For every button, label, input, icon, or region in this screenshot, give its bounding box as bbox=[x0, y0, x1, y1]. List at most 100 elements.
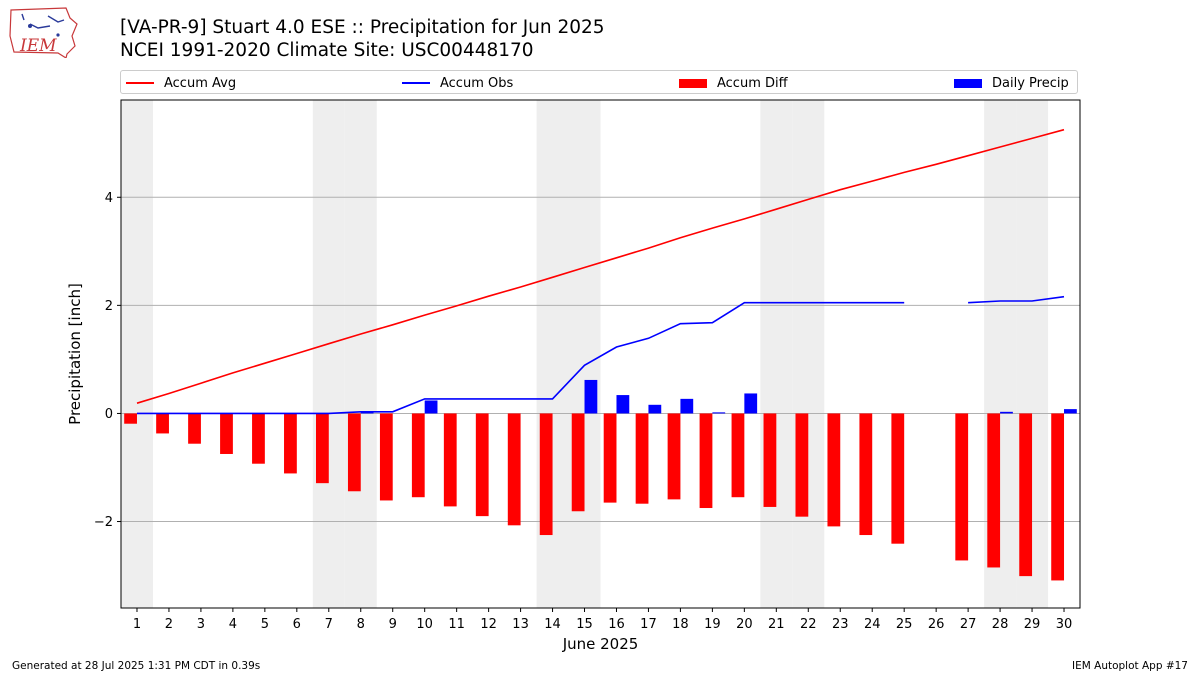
accum-diff-bar-day-20 bbox=[731, 413, 745, 498]
daily-precip-bar-day-30 bbox=[1064, 409, 1077, 414]
accum-diff-bar-day-4 bbox=[220, 413, 233, 454]
accum-diff-bar-day-16 bbox=[603, 413, 617, 503]
chart-subtitle: NCEI 1991-2020 Climate Site: USC00448170 bbox=[120, 40, 534, 61]
x-tick-label-11: 11 bbox=[448, 617, 465, 632]
x-tick-label-12: 12 bbox=[480, 617, 497, 632]
accum-diff-bar-day-5 bbox=[252, 413, 265, 464]
legend-swatch-accum-obs bbox=[402, 82, 430, 84]
y-tick-label-2: 2 bbox=[105, 299, 113, 314]
chart-title: [VA-PR-9] Stuart 4.0 ESE :: Precipitatio… bbox=[120, 17, 605, 38]
weekend-shade-21 bbox=[760, 100, 793, 608]
legend-item-daily-precip: Daily Precip bbox=[954, 74, 1069, 92]
x-tick-label-4: 4 bbox=[229, 617, 237, 632]
legend-label-accum-diff: Accum Diff bbox=[717, 75, 788, 91]
x-tick-label-13: 13 bbox=[512, 617, 529, 632]
daily-precip-bar-day-15 bbox=[584, 379, 598, 414]
accum-obs-line-segment-1 bbox=[968, 295, 1065, 304]
x-tick-label-3: 3 bbox=[197, 617, 205, 632]
generated-footer: Generated at 28 Jul 2025 1:31 PM CDT in … bbox=[12, 660, 261, 672]
x-tick-label-24: 24 bbox=[864, 617, 881, 632]
x-tick-label-29: 29 bbox=[1024, 617, 1041, 632]
accum-diff-bar-day-27 bbox=[955, 413, 969, 561]
x-tick-label-27: 27 bbox=[960, 617, 977, 632]
accum-diff-bar-day-23 bbox=[827, 413, 841, 527]
daily-precip-bar-day-19 bbox=[712, 412, 726, 414]
daily-precip-bar-day-28 bbox=[1000, 411, 1013, 414]
legend-swatch-accum-avg bbox=[126, 82, 154, 84]
x-tick-label-28: 28 bbox=[992, 617, 1009, 632]
weekend-shade-1 bbox=[121, 100, 153, 608]
legend-label-accum-avg: Accum Avg bbox=[164, 75, 237, 91]
y-tick-label-0: 0 bbox=[105, 407, 113, 422]
daily-precip-bar-day-10 bbox=[424, 400, 438, 414]
y-tick-label--2: −2 bbox=[94, 515, 113, 530]
app-footer: IEM Autoplot App #17 bbox=[1072, 660, 1188, 672]
x-tick-label-23: 23 bbox=[832, 617, 849, 632]
daily-precip-bar-day-17 bbox=[648, 404, 662, 414]
x-tick-label-25: 25 bbox=[896, 617, 913, 632]
iem-logo: IEM bbox=[9, 7, 78, 58]
accum-diff-bar-day-13 bbox=[507, 413, 521, 526]
x-tick-label-14: 14 bbox=[544, 617, 561, 632]
x-tick-label-8: 8 bbox=[357, 617, 365, 632]
accum-diff-bar-day-25 bbox=[891, 413, 905, 544]
legend-label-accum-obs: Accum Obs bbox=[440, 75, 514, 91]
legend-swatch-accum-diff bbox=[679, 78, 707, 88]
x-tick-label-20: 20 bbox=[736, 617, 753, 632]
accum-diff-bar-day-12 bbox=[475, 413, 489, 517]
x-tick-label-17: 17 bbox=[640, 617, 657, 632]
daily-precip-bar-day-20 bbox=[744, 393, 758, 414]
weekend-shade-15 bbox=[568, 100, 601, 608]
daily-precip-bar-day-18 bbox=[680, 398, 694, 414]
x-tick-label-30: 30 bbox=[1056, 617, 1073, 632]
accum-diff-bar-day-18 bbox=[667, 413, 681, 500]
legend-label-daily-precip: Daily Precip bbox=[992, 75, 1069, 91]
x-tick-label-26: 26 bbox=[928, 617, 945, 632]
y-axis-label: Precipitation [inch] bbox=[66, 283, 84, 425]
accum-avg-line-segment-0 bbox=[136, 128, 1065, 404]
x-tick-label-19: 19 bbox=[704, 617, 721, 632]
x-tick-label-21: 21 bbox=[768, 617, 785, 632]
x-tick-label-16: 16 bbox=[608, 617, 625, 632]
x-tick-label-10: 10 bbox=[416, 617, 433, 632]
weekend-shade-22 bbox=[792, 100, 825, 608]
x-tick-label-1: 1 bbox=[133, 617, 141, 632]
accum-diff-bar-day-17 bbox=[635, 413, 649, 504]
accum-diff-bar-day-28 bbox=[987, 413, 1001, 568]
legend-item-accum-diff: Accum Diff bbox=[679, 74, 788, 92]
legend-item-accum-obs: Accum Obs bbox=[402, 74, 513, 92]
logo-text: IEM bbox=[19, 36, 57, 56]
x-tick-label-6: 6 bbox=[293, 617, 301, 632]
accum-diff-bar-day-10 bbox=[411, 413, 425, 498]
x-tick-label-15: 15 bbox=[576, 617, 593, 632]
weekend-shade-7 bbox=[312, 100, 345, 608]
weekend-shade-8 bbox=[344, 100, 377, 608]
accum-diff-bar-day-2 bbox=[156, 413, 169, 434]
y-tick-label-4: 4 bbox=[105, 191, 113, 206]
accum-diff-bar-day-30 bbox=[1051, 413, 1065, 581]
accum-diff-bar-day-3 bbox=[188, 413, 201, 444]
x-tick-label-5: 5 bbox=[261, 617, 269, 632]
daily-precip-bar-day-16 bbox=[616, 395, 630, 414]
x-tick-label-18: 18 bbox=[672, 617, 689, 632]
x-tick-label-2: 2 bbox=[165, 617, 173, 632]
x-tick-label-7: 7 bbox=[325, 617, 333, 632]
accum-diff-bar-day-9 bbox=[379, 413, 393, 501]
accum-diff-bar-day-24 bbox=[859, 413, 873, 536]
accum-diff-bar-day-6 bbox=[284, 413, 297, 474]
plot-frame bbox=[120, 99, 1081, 609]
x-tick-label-22: 22 bbox=[800, 617, 817, 632]
legend-swatch-daily-precip bbox=[954, 78, 982, 88]
x-axis-label: June 2025 bbox=[562, 635, 639, 653]
accum-diff-bar-day-14 bbox=[539, 413, 553, 536]
daily-precip-bar-day-8 bbox=[360, 412, 374, 414]
legend: Accum Avg Accum Obs Accum Diff Daily Pre… bbox=[120, 70, 1078, 94]
accum-obs-line-segment-0 bbox=[137, 301, 905, 415]
accum-diff-bar-day-29 bbox=[1019, 413, 1033, 577]
accum-diff-bar-day-21 bbox=[763, 413, 777, 507]
x-tick-label-9: 9 bbox=[389, 617, 397, 632]
accum-diff-bar-day-11 bbox=[443, 413, 457, 507]
accum-diff-bar-day-7 bbox=[315, 413, 329, 484]
accum-diff-bar-day-8 bbox=[347, 413, 361, 492]
